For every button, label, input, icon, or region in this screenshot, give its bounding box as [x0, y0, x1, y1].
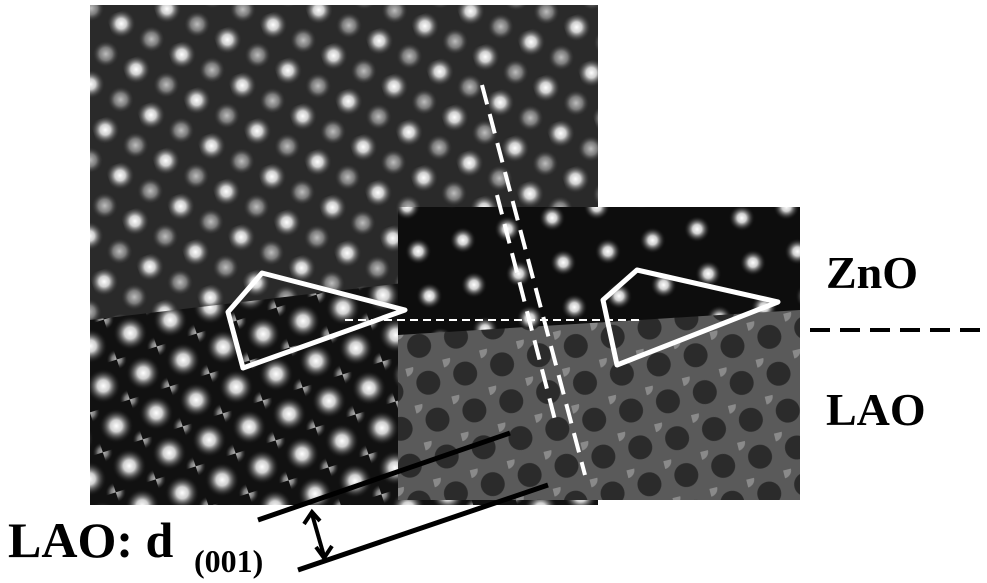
phase-label: LAO: [826, 384, 926, 435]
hrtem-image-right: [398, 207, 800, 500]
spacing-label: LAO: d: [8, 512, 174, 568]
spacing-subscript: (001): [194, 543, 263, 579]
figure: ZnO LAO LAO: d (001): [0, 0, 987, 583]
phase-label: ZnO: [826, 247, 918, 298]
spacing-arrow: [304, 512, 332, 558]
